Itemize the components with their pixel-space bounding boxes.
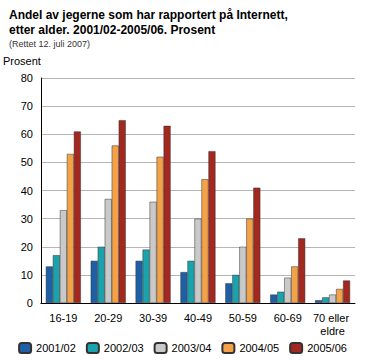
svg-text:20: 20: [21, 241, 33, 253]
svg-text:2005/06: 2005/06: [307, 342, 347, 354]
svg-text:Andel av jegerne som har rappo: Andel av jegerne som har rapportert på I…: [9, 8, 291, 22]
svg-text:50-59: 50-59: [229, 312, 257, 324]
svg-text:(Rettet 12. juli 2007): (Rettet 12. juli 2007): [9, 39, 90, 49]
svg-text:70 eller: 70 eller: [313, 312, 352, 324]
svg-text:eldre: eldre: [320, 325, 344, 337]
svg-text:2004/05: 2004/05: [239, 342, 279, 354]
svg-text:10: 10: [21, 269, 33, 281]
svg-text:40: 40: [21, 185, 33, 197]
svg-text:2002/03: 2002/03: [104, 342, 144, 354]
svg-text:16-19: 16-19: [49, 312, 77, 324]
svg-text:Prosent: Prosent: [3, 55, 41, 67]
svg-text:20-29: 20-29: [94, 312, 122, 324]
svg-text:60-69: 60-69: [274, 312, 302, 324]
svg-text:etter alder. 2001/02-2005/06.: etter alder. 2001/02-2005/06. Prosent: [9, 23, 215, 37]
svg-text:50: 50: [21, 156, 33, 168]
svg-text:30-39: 30-39: [139, 312, 167, 324]
svg-text:30: 30: [21, 213, 33, 225]
svg-text:60: 60: [21, 128, 33, 140]
svg-text:80: 80: [21, 72, 33, 84]
svg-text:2001/02: 2001/02: [36, 342, 76, 354]
svg-text:2003/04: 2003/04: [172, 342, 212, 354]
svg-text:70: 70: [21, 100, 33, 112]
svg-text:0: 0: [27, 297, 33, 309]
svg-text:40-49: 40-49: [184, 312, 212, 324]
